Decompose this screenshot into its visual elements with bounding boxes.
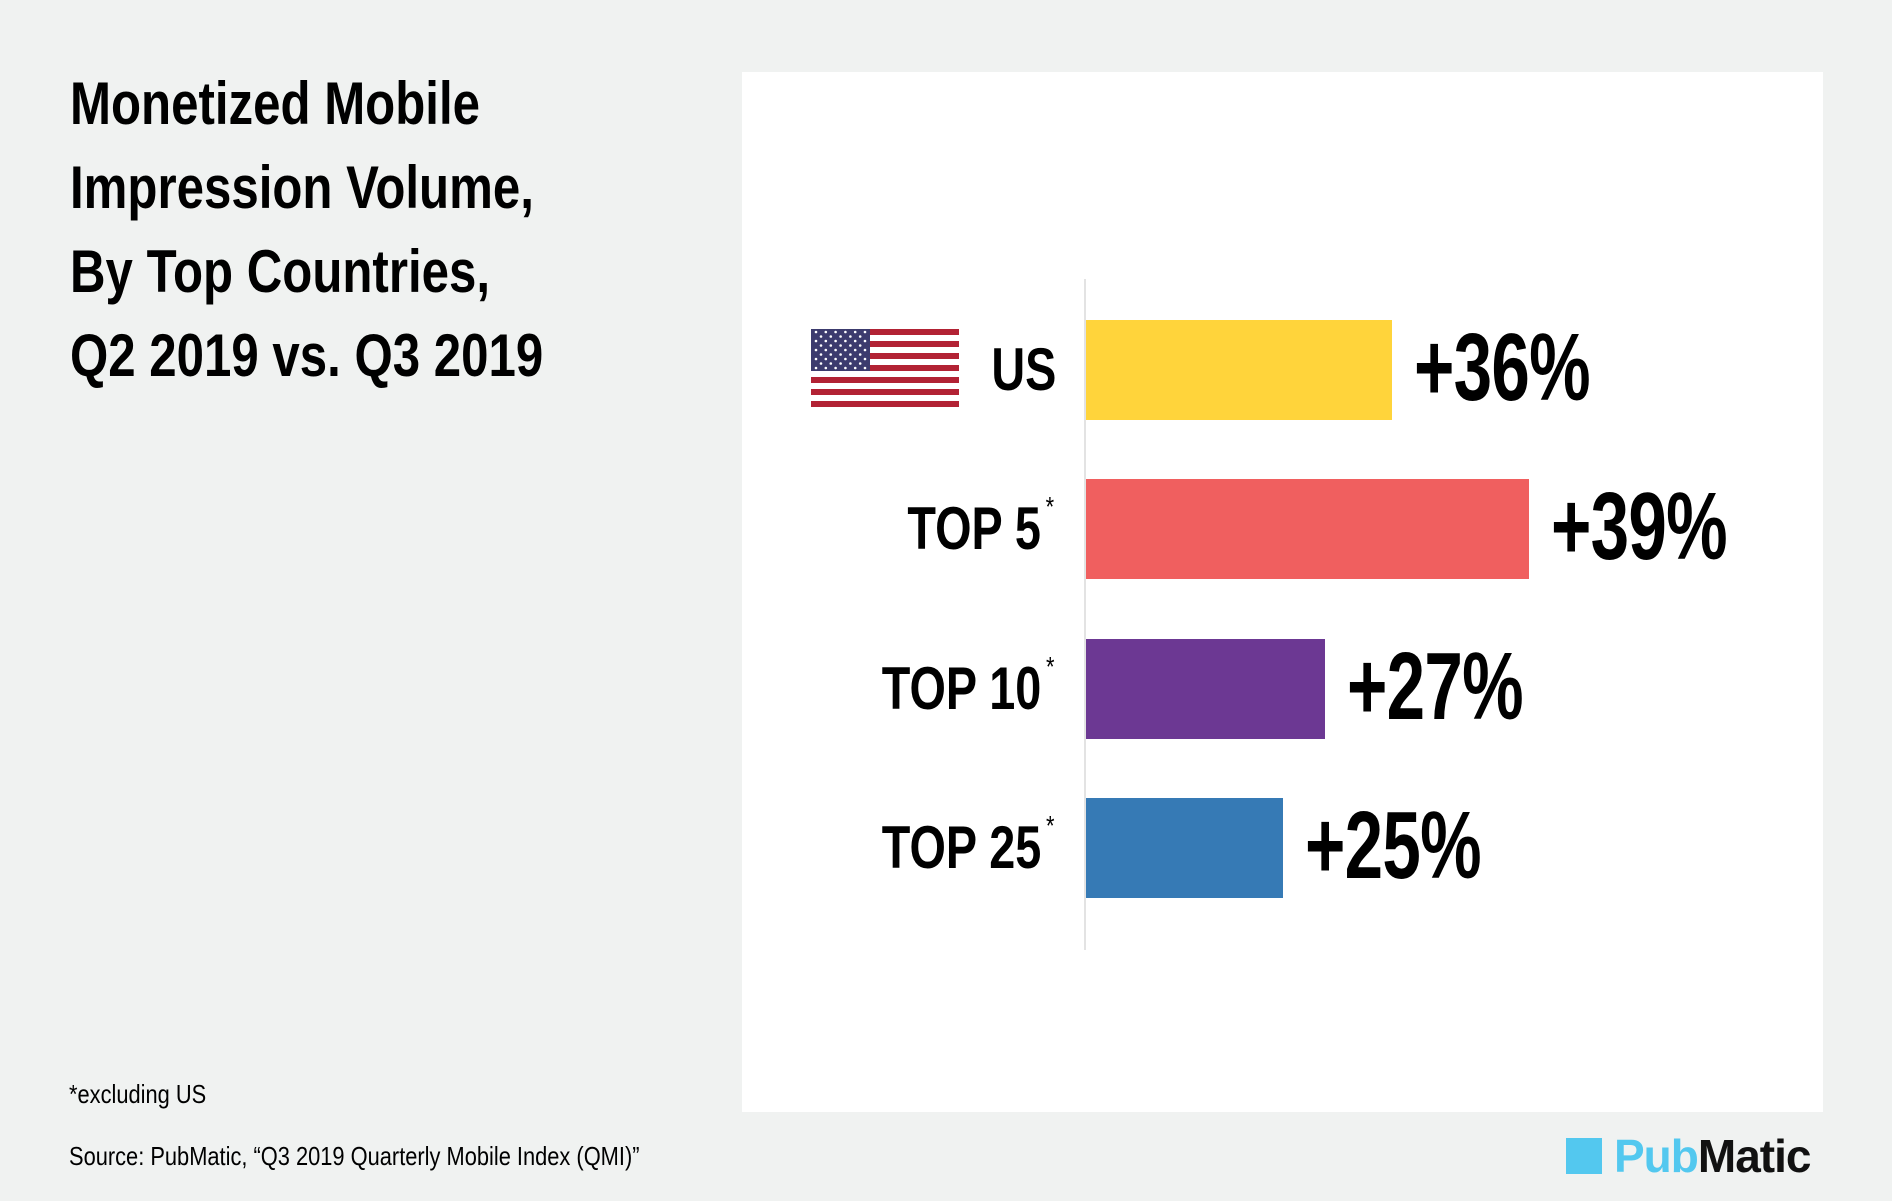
category-axis-line [1084,279,1086,950]
chart-title: Monetized Mobile Impression Volume, By T… [70,62,543,398]
footnote-asterisk: * [1045,650,1054,682]
value-label: +36% [1414,314,1591,421]
logo-text-matic: Matic [1697,1130,1812,1182]
square-logo-icon [1566,1138,1602,1174]
title-line: Q2 2019 vs. Q3 2019 [70,322,544,389]
bar-top-10 [1086,638,1325,739]
chart-panel [742,72,1823,1112]
footnote-asterisk: * [1045,491,1054,523]
title-line: By Top Countries, [70,238,491,305]
bar-us [1086,320,1392,420]
category-label: TOP 25 * [881,798,1054,898]
category-label-text: TOP 25 [881,813,1041,881]
bar-top-5 [1086,479,1529,580]
pubmatic-logo: PubMatic [1566,1133,1811,1179]
title-line: Impression Volume, [70,154,534,221]
value-label: +27% [1347,632,1524,740]
value-label: +25% [1305,791,1482,899]
category-label: TOP 5 * [907,479,1054,579]
logo-text-pub: Pub [1614,1130,1699,1182]
us-flag-icon [811,329,959,407]
title-line: Monetized Mobile [70,70,480,137]
category-label: US [991,320,1056,420]
footnote: *excluding US [69,1079,207,1109]
category-label: TOP 10 * [881,639,1054,739]
category-label-text: TOP 10 [881,654,1041,722]
category-label-text: TOP 5 [907,495,1041,563]
source-note: Source: PubMatic, “Q3 2019 Quarterly Mob… [69,1141,640,1171]
bar-top-25 [1086,797,1283,898]
category-label-text: US [990,336,1056,403]
footnote-asterisk: * [1045,809,1054,841]
value-label: +39% [1551,473,1728,581]
